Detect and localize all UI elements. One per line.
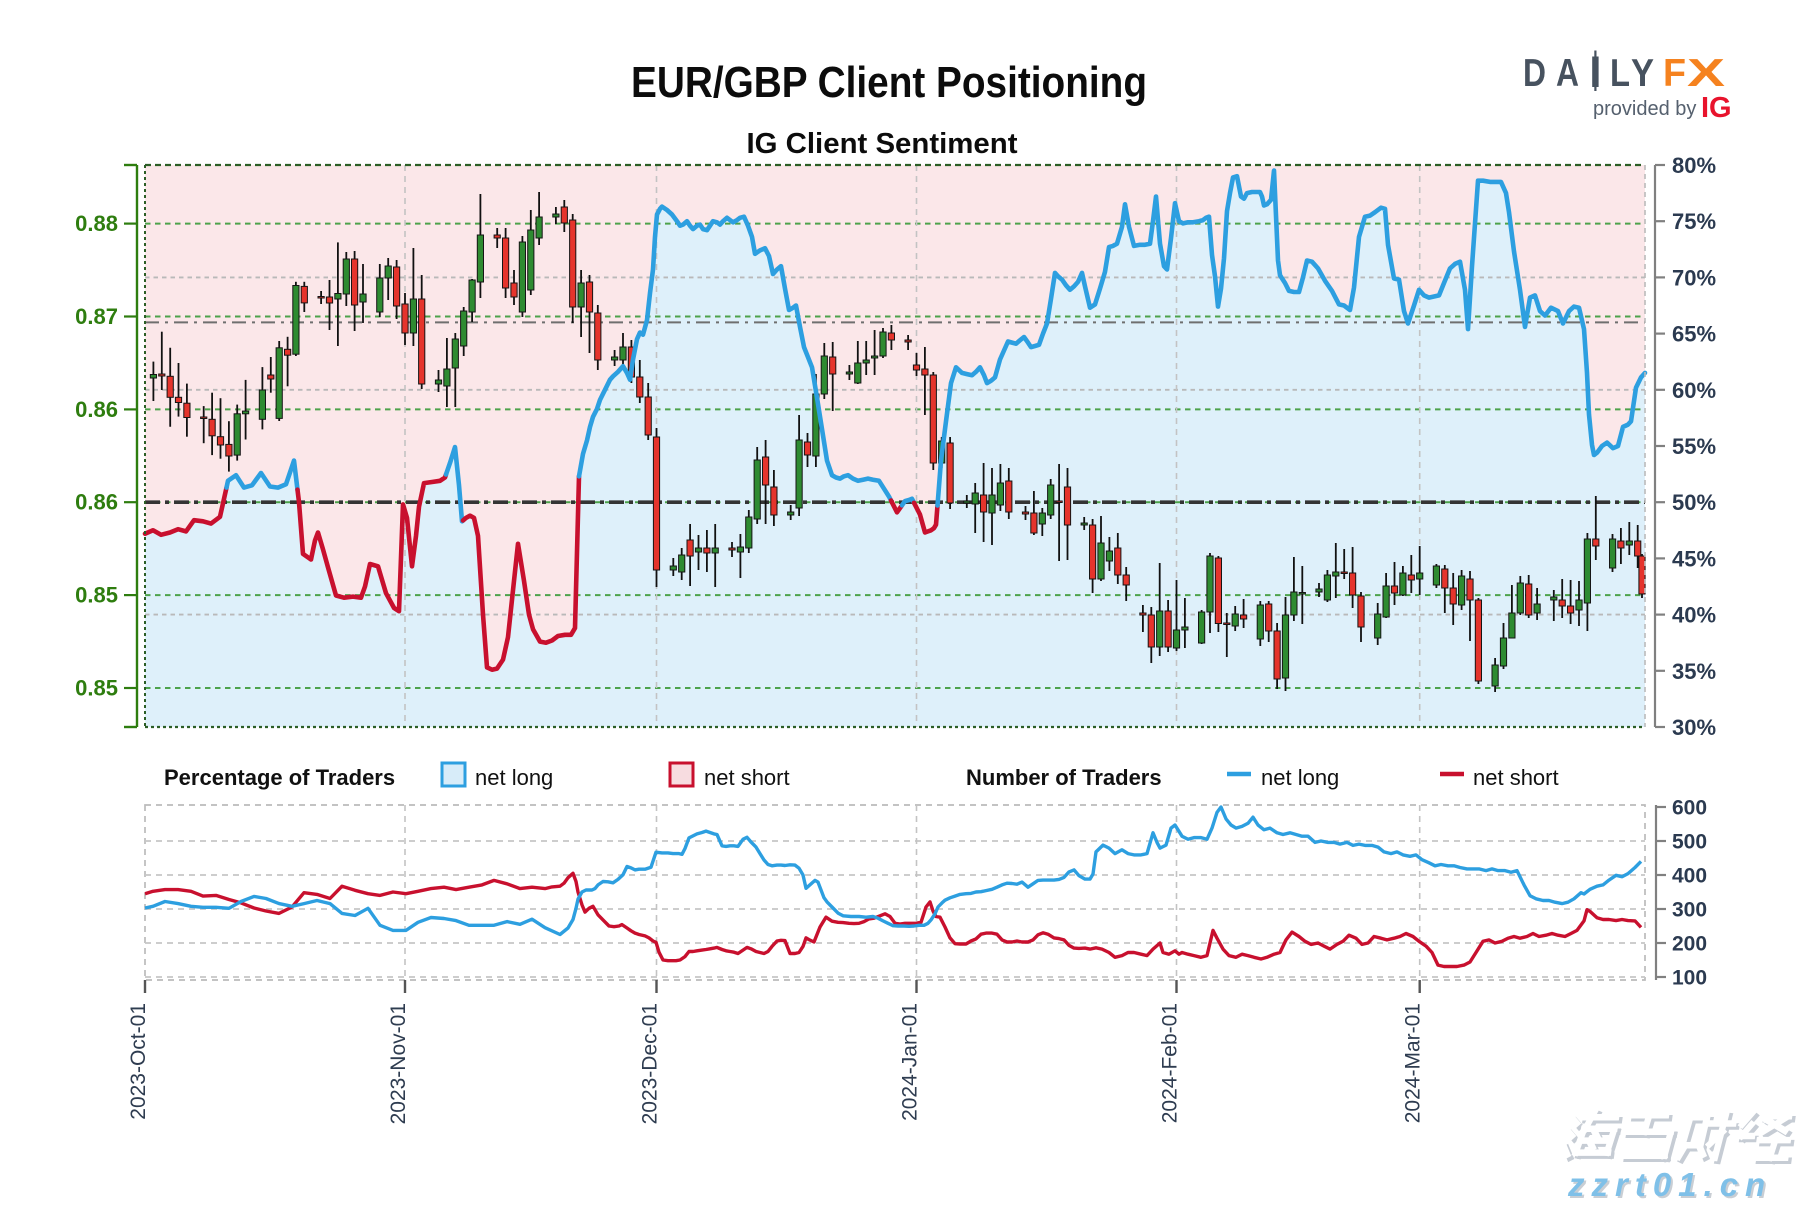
svg-text:2024-Feb-01: 2024-Feb-01: [1159, 1003, 1182, 1123]
svg-text:60%: 60%: [1672, 378, 1716, 403]
svg-text:net short: net short: [1473, 765, 1559, 790]
svg-text:300: 300: [1672, 899, 1707, 922]
svg-text:0.85: 0.85: [75, 676, 118, 701]
svg-text:net short: net short: [704, 765, 790, 790]
svg-text:IG Client Sentiment: IG Client Sentiment: [747, 128, 1018, 160]
svg-text:2024-Mar-01: 2024-Mar-01: [1402, 1003, 1425, 1123]
svg-text:65%: 65%: [1672, 322, 1716, 347]
svg-text:F: F: [1663, 52, 1686, 95]
svg-text:70%: 70%: [1672, 265, 1716, 290]
svg-text:EUR/GBP Client Positioning: EUR/GBP Client Positioning: [631, 58, 1147, 107]
svg-text:0.86: 0.86: [75, 397, 118, 422]
svg-text:200: 200: [1672, 933, 1707, 956]
svg-text:0.86: 0.86: [75, 490, 118, 515]
svg-text:Y: Y: [1631, 52, 1654, 95]
svg-text:0.88: 0.88: [75, 211, 118, 236]
svg-text:30%: 30%: [1672, 715, 1716, 740]
svg-text:Number of Traders: Number of Traders: [966, 765, 1162, 790]
svg-text:400: 400: [1672, 865, 1707, 888]
svg-text:2023-Dec-01: 2023-Dec-01: [639, 1003, 662, 1124]
svg-text:80%: 80%: [1672, 153, 1716, 178]
svg-text:A: A: [1556, 52, 1579, 95]
svg-text:2023-Oct-01: 2023-Oct-01: [127, 1003, 150, 1120]
svg-text:0.87: 0.87: [75, 304, 118, 329]
svg-text:45%: 45%: [1672, 546, 1716, 571]
svg-text:zzrt01.cn: zzrt01.cn: [1569, 1168, 1774, 1200]
svg-text:50%: 50%: [1672, 490, 1716, 515]
svg-text:net long: net long: [1261, 765, 1339, 790]
svg-text:provided by: provided by: [1593, 98, 1696, 120]
svg-text:net long: net long: [475, 765, 553, 790]
svg-text:zzrt01.cn: zzrt01.cn: [1567, 1166, 1772, 1200]
svg-text:2024-Jan-01: 2024-Jan-01: [899, 1003, 922, 1121]
svg-text:100: 100: [1672, 967, 1707, 990]
svg-text:X: X: [1687, 52, 1725, 95]
svg-text:35%: 35%: [1672, 659, 1716, 684]
svg-text:IG: IG: [1701, 92, 1732, 124]
svg-text:75%: 75%: [1672, 209, 1716, 234]
svg-text:D: D: [1523, 52, 1546, 95]
svg-text:Percentage of Traders: Percentage of Traders: [164, 765, 395, 790]
svg-text:55%: 55%: [1672, 434, 1716, 459]
svg-text:0.85: 0.85: [75, 583, 118, 608]
svg-text:2023-Nov-01: 2023-Nov-01: [387, 1003, 410, 1124]
svg-text:40%: 40%: [1672, 603, 1716, 628]
svg-text:500: 500: [1672, 831, 1707, 854]
svg-text:L: L: [1610, 52, 1630, 95]
svg-text:600: 600: [1672, 797, 1707, 820]
